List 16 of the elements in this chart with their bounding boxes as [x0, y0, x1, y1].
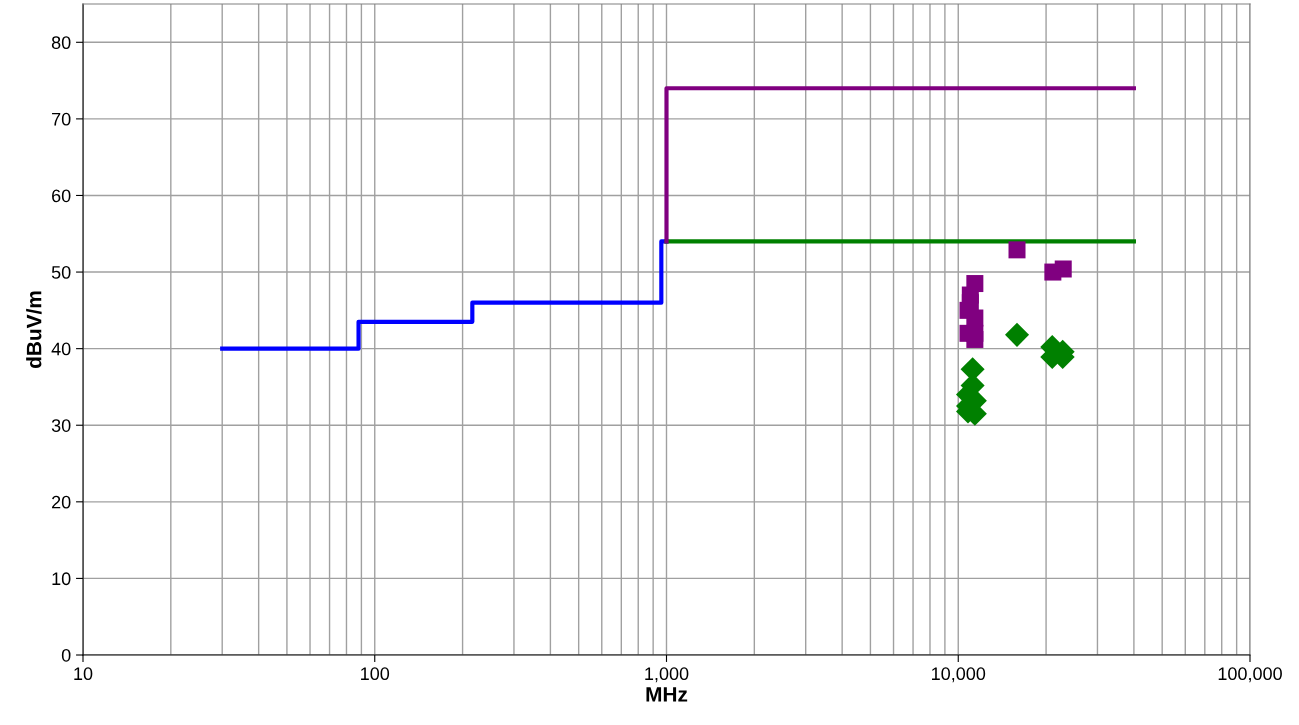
y-tick-label: 70 [52, 112, 71, 126]
y-tick-label: 50 [51, 265, 71, 279]
y-tick-label: 30 [51, 419, 71, 432]
y-axis-title: dBuV/m [26, 291, 42, 368]
x-tick-label: 100,000 [1218, 667, 1282, 683]
y-tick-label: 0 [61, 648, 71, 662]
y-tick-label: 40 [51, 342, 71, 356]
x-tick-label: 10 [74, 667, 93, 681]
y-tick-label: 80 [51, 36, 71, 50]
y-tick-label: 10 [52, 572, 71, 586]
y-tick-label: 60 [52, 189, 71, 203]
y-tick-label: 20 [52, 495, 71, 509]
x-tick-label: 10,000 [932, 667, 986, 683]
x-axis-title: MHz [646, 687, 688, 702]
x-tick-label: 100 [361, 667, 390, 681]
x-tick-label: 1,000 [645, 667, 689, 683]
